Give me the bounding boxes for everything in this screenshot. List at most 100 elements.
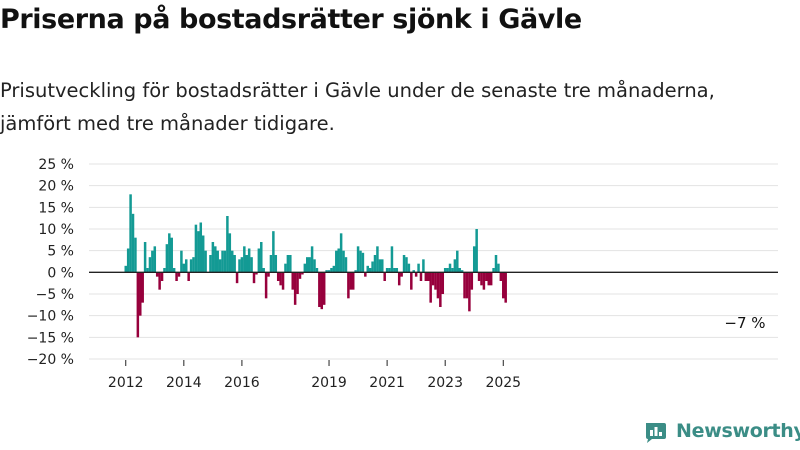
bar xyxy=(185,259,188,273)
bar xyxy=(417,263,420,273)
bar xyxy=(274,255,278,273)
bar xyxy=(465,272,469,299)
bar xyxy=(262,268,265,273)
y-tick-label: 25 % xyxy=(38,157,74,173)
chart-subtitle: Prisutveckling för bostadsrätter i Gävle… xyxy=(0,79,715,135)
bar xyxy=(378,259,382,273)
bar xyxy=(371,261,374,273)
bar xyxy=(499,272,503,281)
bar xyxy=(325,270,328,273)
bar xyxy=(427,272,430,281)
bar xyxy=(281,272,285,290)
bar xyxy=(313,259,316,273)
bar xyxy=(351,272,355,290)
latest-value-label: −7 % xyxy=(724,314,765,332)
bar xyxy=(209,255,212,273)
bar xyxy=(434,272,437,290)
bar xyxy=(233,255,236,273)
bar xyxy=(177,272,181,277)
newsworthy-logo: Newsworthy xyxy=(644,419,800,443)
x-tick-label: 2023 xyxy=(427,375,463,391)
bar xyxy=(361,252,365,273)
bar xyxy=(504,272,507,303)
bar xyxy=(414,272,418,277)
chart-title: Priserna på bostadsrätter sjönk i Gävle xyxy=(0,4,582,35)
bar xyxy=(124,265,127,273)
bar xyxy=(422,259,425,273)
bar xyxy=(477,272,481,281)
grid-lines xyxy=(89,163,778,360)
y-tick-label: −15 % xyxy=(27,330,74,346)
bar xyxy=(187,272,190,281)
bar xyxy=(197,231,200,273)
bar xyxy=(410,272,413,290)
bar xyxy=(172,268,176,273)
bar xyxy=(143,242,147,273)
bar xyxy=(155,272,159,277)
bar xyxy=(388,268,391,273)
bar xyxy=(436,272,440,299)
bar xyxy=(448,263,452,273)
bar xyxy=(194,224,198,273)
bar-series xyxy=(124,194,507,338)
bar xyxy=(458,268,461,273)
bar xyxy=(443,268,447,273)
bar xyxy=(289,255,292,273)
bar xyxy=(255,272,258,275)
bar xyxy=(482,272,486,290)
bar xyxy=(349,272,353,290)
bar xyxy=(250,257,253,273)
bar xyxy=(286,255,290,273)
x-tick-label: 2016 xyxy=(224,375,260,391)
brand-name: Newsworthy xyxy=(676,420,800,442)
bar xyxy=(402,255,406,273)
bar xyxy=(332,265,336,273)
bar xyxy=(368,268,372,273)
bar xyxy=(412,270,415,273)
bar xyxy=(480,272,483,286)
bar xyxy=(472,246,476,273)
bar xyxy=(126,248,130,273)
bar xyxy=(146,268,149,273)
bar xyxy=(446,268,449,273)
bar xyxy=(257,248,261,273)
bar xyxy=(441,272,445,294)
bar xyxy=(269,255,273,273)
bar xyxy=(494,255,498,273)
bar xyxy=(214,246,217,273)
bar xyxy=(385,268,389,273)
bar xyxy=(475,229,478,273)
bar xyxy=(492,268,495,273)
y-tick-label: 10 % xyxy=(38,222,74,238)
bar xyxy=(359,250,362,273)
bar xyxy=(356,246,360,273)
bar xyxy=(381,259,384,273)
bar xyxy=(228,233,232,273)
bar xyxy=(264,272,268,299)
bar xyxy=(502,272,505,299)
bar xyxy=(245,255,248,273)
bar xyxy=(238,259,241,273)
bar xyxy=(390,246,394,273)
bar xyxy=(240,257,244,273)
bar xyxy=(376,246,379,273)
bar xyxy=(163,268,166,273)
bar xyxy=(383,272,386,281)
bar xyxy=(460,270,464,273)
bar xyxy=(189,259,193,273)
bar xyxy=(129,194,132,273)
bar xyxy=(342,250,345,273)
bar xyxy=(456,250,459,273)
x-tick-label: 2019 xyxy=(311,375,347,391)
bar xyxy=(168,233,171,273)
y-axis: 25 % 20 % 15 % 10 % 5 % 0 % −5 % −10 % −15 % −20 … xyxy=(27,157,74,368)
bar xyxy=(366,265,369,273)
bar xyxy=(153,246,157,273)
bar xyxy=(330,268,333,273)
y-tick-label: 5 % xyxy=(47,244,74,260)
bar xyxy=(216,250,219,273)
bar xyxy=(395,268,399,273)
y-tick-label: −5 % xyxy=(36,287,74,303)
x-axis: 2012 2014 2016 2019 2021 2023 2025 xyxy=(108,360,521,391)
